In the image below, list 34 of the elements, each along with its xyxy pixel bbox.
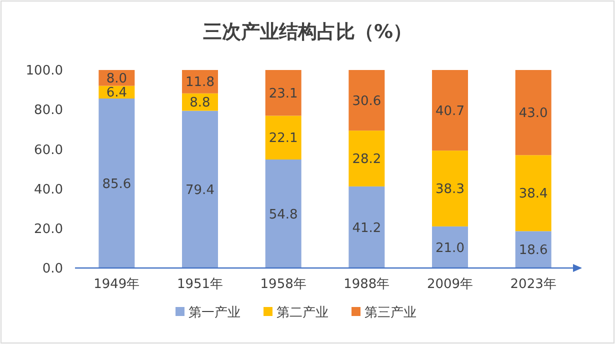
y-tick-label: 80.0 <box>34 103 63 118</box>
data-label: 11.8 <box>186 75 214 90</box>
data-label: 21.0 <box>436 240 464 256</box>
data-label: 43.0 <box>518 106 548 122</box>
y-tick-label: 60.0 <box>34 142 63 158</box>
x-tick-label: 1951年 <box>176 277 224 292</box>
data-label: 8.0 <box>106 71 128 86</box>
x-tick-label: 2023年 <box>510 277 556 292</box>
chart-title: 三次产业结构占比（%） <box>202 21 412 43</box>
data-label: 85.6 <box>102 176 132 192</box>
data-label: 54.8 <box>268 207 298 222</box>
y-tick-label: 0.0 <box>42 262 63 277</box>
legend-label: 第三产业 <box>364 306 416 321</box>
data-label: 30.6 <box>352 94 382 109</box>
data-label: 8.8 <box>190 96 210 111</box>
data-label: 40.7 <box>436 104 464 119</box>
x-tick-label: 2009年 <box>426 277 474 292</box>
legend-label: 第二产业 <box>276 306 328 321</box>
y-tick-label: 100.0 <box>26 64 63 79</box>
data-label: 18.6 <box>518 243 548 258</box>
data-label: 28.2 <box>352 152 382 168</box>
data-label: 79.4 <box>186 182 214 198</box>
x-tick-label: 1949年 <box>94 277 140 292</box>
data-label: 22.1 <box>268 131 298 146</box>
data-label: 41.2 <box>352 220 382 236</box>
data-label: 23.1 <box>268 86 298 102</box>
x-tick-label: 1988年 <box>344 277 390 292</box>
data-label: 38.4 <box>518 186 548 202</box>
data-label: 38.3 <box>436 182 464 198</box>
legend-label: 第一产业 <box>188 306 240 321</box>
y-tick-label: 20.0 <box>34 222 63 237</box>
y-tick-label: 40.0 <box>34 182 63 198</box>
x-tick-label: 1958年 <box>260 277 306 292</box>
data-label: 6.4 <box>106 86 128 101</box>
